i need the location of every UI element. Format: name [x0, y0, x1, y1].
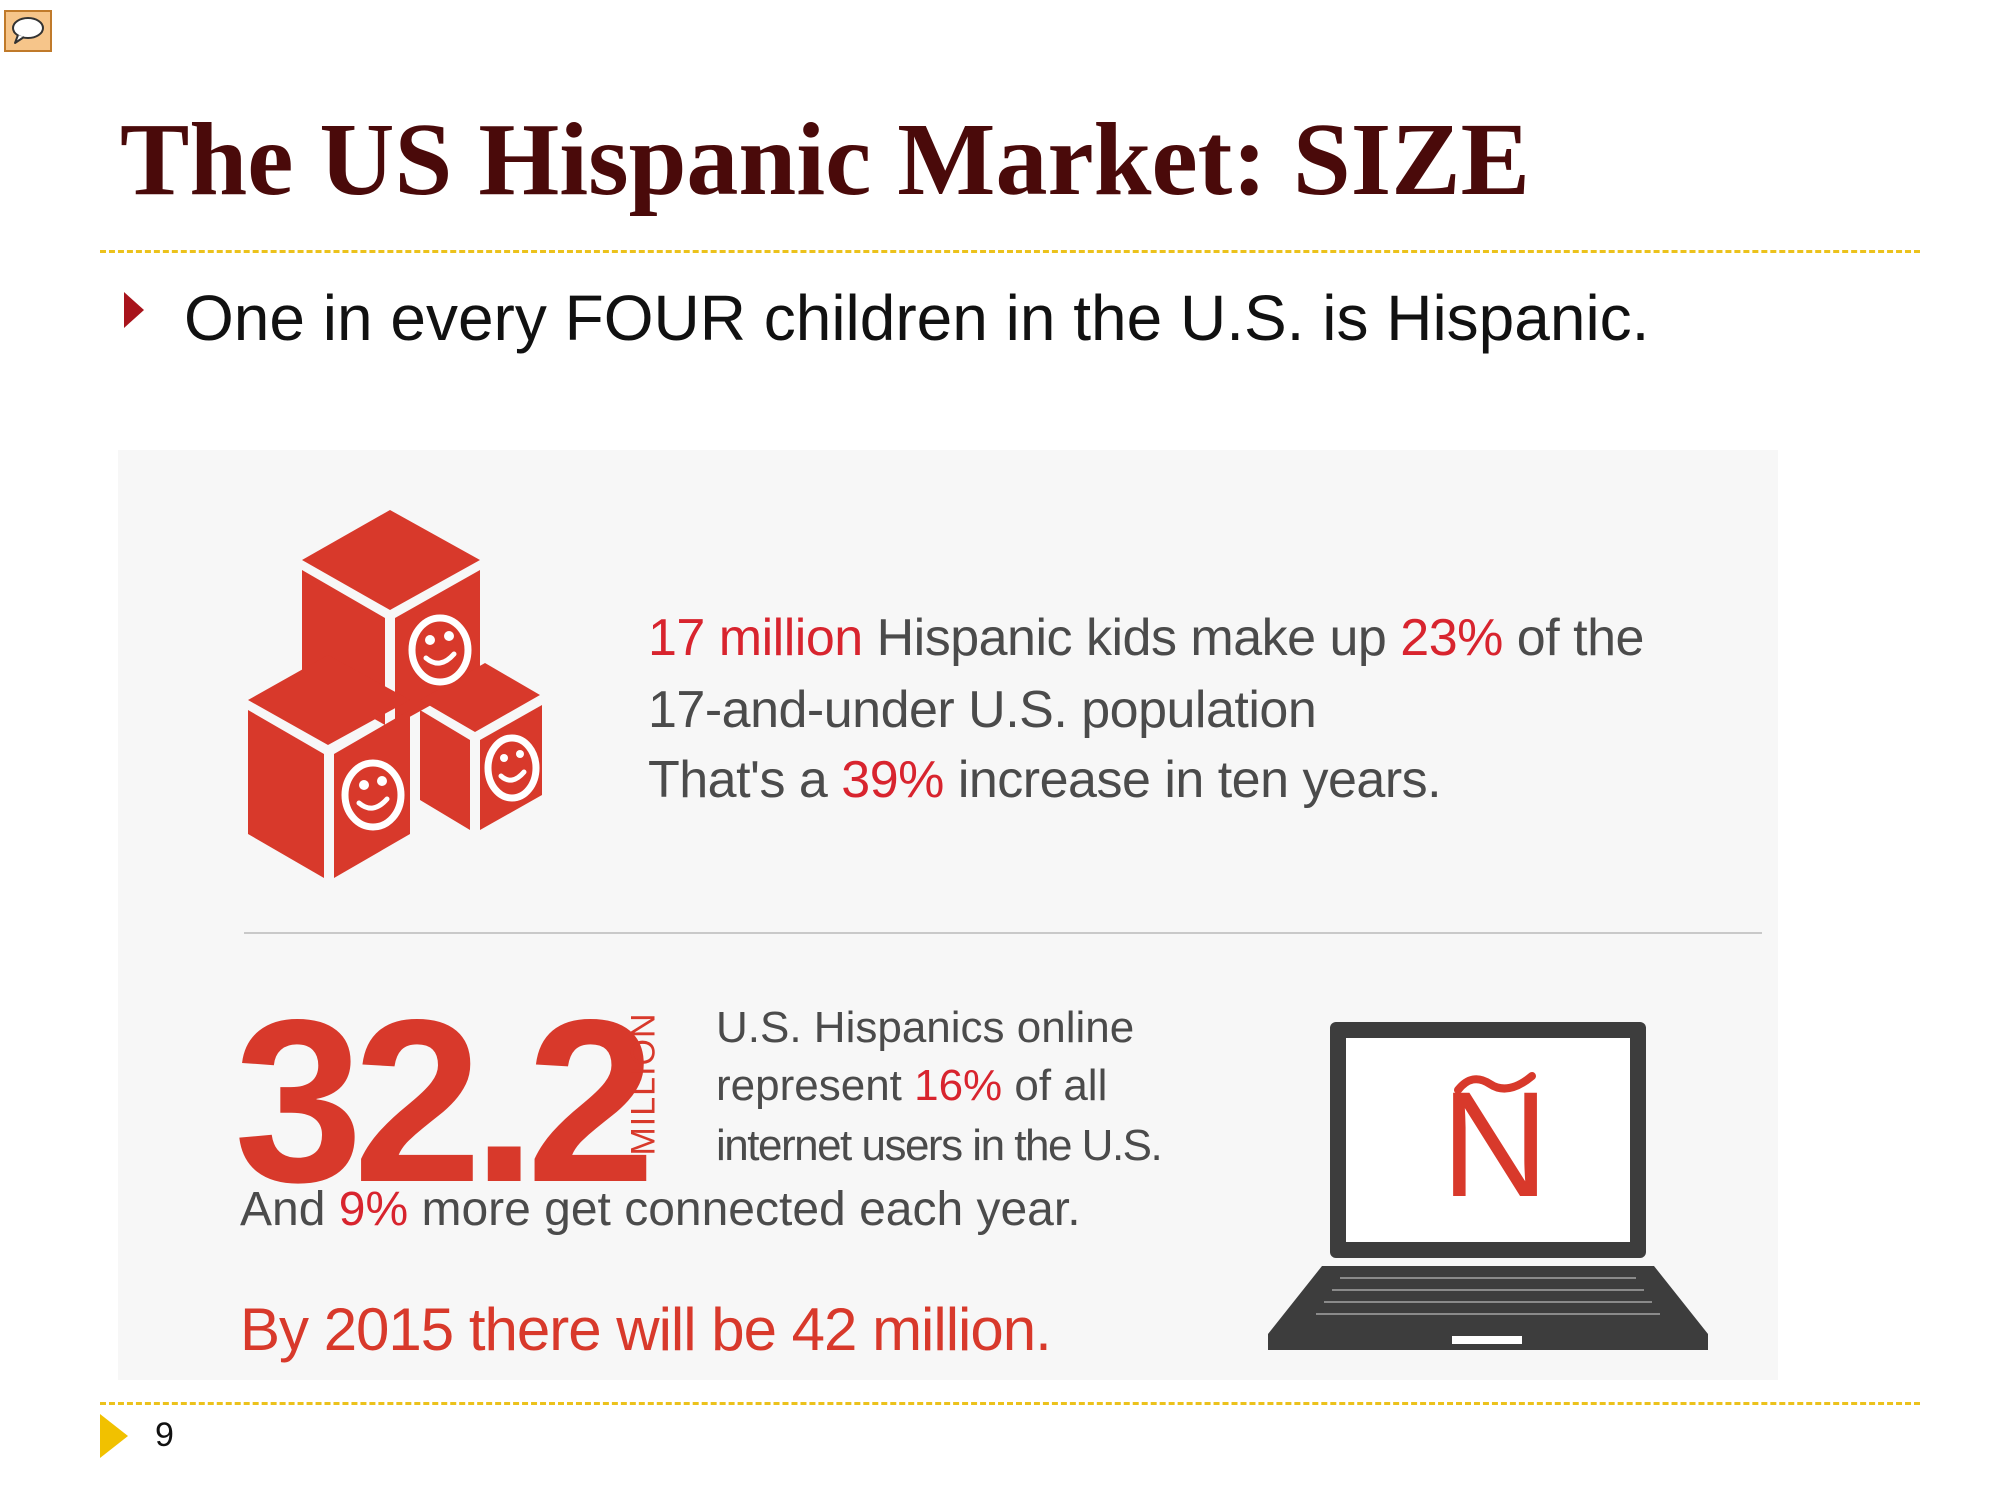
stat-kids-line-1: 17 million Hispanic kids make up 23% of …: [648, 612, 1644, 664]
stat-connected-percent: 9%: [338, 1183, 409, 1236]
stat-kids-text: Hispanic kids make up: [862, 609, 1401, 667]
stat-projection: By 2015 there will be 42 million.: [240, 1296, 1052, 1363]
stat-kids-line-2: 17-and-under U.S. population: [648, 681, 1317, 739]
stat-connected-text: And: [240, 1183, 339, 1236]
slide-title: The US Hispanic Market: SIZE: [120, 102, 1530, 217]
bullet-text: One in every FOUR children in the U.S. i…: [184, 282, 1650, 354]
stat-connected-text-end: more get connected each year.: [408, 1183, 1081, 1236]
stat-online-percent: 16%: [914, 1061, 1003, 1110]
tilde-mark-icon: [1454, 1072, 1536, 1094]
online-count-unit-text: MILLION: [624, 1012, 663, 1156]
stat-growth-text-end: increase in ten years.: [943, 751, 1442, 809]
play-icon: [100, 1414, 128, 1458]
laptop-icon: [1268, 1022, 1708, 1350]
stat-growth-percent: 39%: [841, 751, 944, 809]
infographic-divider: [244, 932, 1762, 934]
stat-growth-text: That's a: [648, 751, 842, 809]
stat-online-line-3: internet users in the U.S.: [716, 1121, 1163, 1170]
stat-kids-share: 23%: [1400, 609, 1503, 667]
title-divider: [100, 250, 1920, 253]
stat-online-line-1: U.S. Hispanics online: [716, 1003, 1135, 1052]
stat-connected: And 9% more get connected each year.: [240, 1186, 1081, 1234]
stat-online-text-end: of all: [1002, 1061, 1108, 1110]
comment-icon[interactable]: [4, 10, 52, 52]
blocks-icon: [248, 510, 542, 878]
page-number: 9: [155, 1416, 174, 1454]
footer-divider: [100, 1402, 1920, 1405]
stat-kids-count: 17 million: [648, 609, 863, 667]
online-count-unit: MILLION: [624, 1004, 664, 1164]
stat-online-line-2: represent 16% of all: [716, 1064, 1107, 1108]
online-count-number: 32.2: [234, 972, 656, 1231]
bullet-marker-icon: [124, 292, 144, 328]
stat-online-text: represent: [716, 1061, 915, 1110]
stat-kids-text-end: of the: [1502, 609, 1645, 667]
stat-kids-line-3: That's a 39% increase in ten years.: [648, 751, 1442, 809]
